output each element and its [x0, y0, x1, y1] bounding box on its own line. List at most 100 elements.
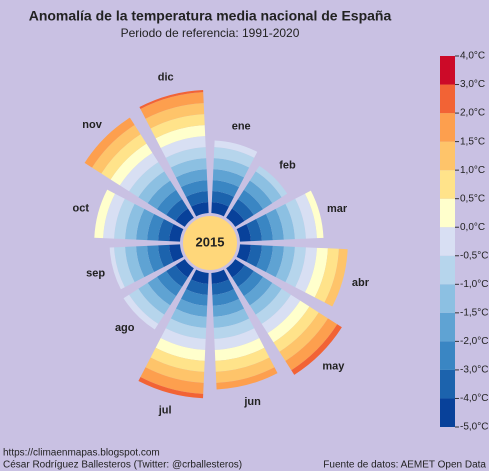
wedge-band: [155, 125, 206, 149]
wedge-band: [166, 265, 188, 287]
wedge-band: [212, 289, 240, 306]
wedge-band: [165, 318, 207, 339]
wedge-band: [145, 103, 205, 129]
wedge-band: [246, 219, 262, 242]
wedge-band: [156, 189, 183, 216]
wedge-band: [291, 324, 342, 375]
wedge-band: [169, 224, 184, 242]
wedge-band: [140, 92, 204, 119]
wedge-band: [232, 265, 254, 287]
month-label: abr: [352, 277, 370, 289]
wedge-band: [211, 279, 234, 295]
wedge-band: [232, 199, 254, 221]
wedge-band: [267, 300, 310, 343]
colorbar-band: [440, 284, 455, 313]
wedge-band: [175, 259, 194, 278]
wedge-band: [215, 357, 275, 383]
wedge-band: [175, 169, 208, 188]
wedge-band: [212, 180, 240, 197]
wedge-band: [213, 308, 250, 328]
colorbar-band: [440, 113, 455, 142]
colorbar-band: [440, 227, 455, 256]
wedge-band: [304, 247, 328, 298]
wedge-band: [211, 202, 229, 217]
month-wedge: [211, 140, 258, 217]
colorbar-label: 0,0°C: [460, 222, 485, 233]
wedge-band: [150, 114, 205, 139]
wedge-band: [136, 208, 155, 241]
wedge-band: [265, 245, 284, 278]
wedge-band: [155, 337, 206, 361]
month-wedge: [226, 165, 288, 227]
wedge-band: [119, 152, 159, 192]
colorbar-band: [440, 84, 455, 114]
colorbar-band: [440, 255, 455, 285]
wedge-band: [226, 208, 245, 227]
wedge-band: [214, 328, 260, 350]
month-wedge: [236, 244, 348, 307]
wedge-band: [214, 337, 265, 361]
month-label: jun: [243, 396, 261, 408]
wedge-band: [256, 213, 273, 241]
wedge-band: [170, 308, 207, 328]
wedge-band: [109, 247, 125, 290]
wedge-band: [285, 318, 338, 371]
colorbar-label: -1,0°C: [460, 279, 488, 290]
month-wedge: [211, 269, 278, 390]
month-label: jul: [158, 404, 172, 416]
colorbar-band: [440, 312, 455, 342]
wedge-band: [295, 193, 317, 239]
wedge-band: [256, 245, 273, 273]
month-label: may: [322, 360, 345, 372]
wedge-band: [285, 198, 306, 240]
wedge-band: [158, 244, 174, 267]
wedge-band: [211, 269, 229, 284]
colorbar-label: -0,5°C: [460, 250, 488, 261]
wedge-band: [255, 165, 288, 198]
wedge-band: [215, 347, 270, 372]
wedge-band: [147, 276, 177, 306]
wedge-band: [279, 312, 328, 361]
source: César Rodríguez Ballesteros (Twitter: @c…: [3, 460, 242, 471]
wedge-band: [129, 162, 165, 198]
colorbar-label: 1,0°C: [460, 165, 485, 176]
colorbar-label: 1,5°C: [460, 136, 485, 147]
wedge-band: [186, 191, 209, 207]
month-label: feb: [279, 159, 296, 171]
center-circle: [183, 216, 237, 270]
wedge-band: [140, 367, 204, 394]
month-wedge: [139, 89, 209, 217]
wedge-band: [125, 203, 145, 240]
wedge-band: [94, 189, 116, 239]
wedge-band: [147, 245, 164, 273]
wedge-band: [273, 306, 319, 352]
wedge-band: [237, 189, 264, 216]
wedge-band: [314, 248, 339, 303]
wedge-band: [158, 219, 174, 242]
wedge-band: [170, 158, 207, 178]
wedge-band: [150, 347, 205, 372]
wedge-band: [211, 191, 234, 207]
wedge-band: [324, 248, 348, 307]
wedge-band: [214, 140, 258, 158]
wedge-band: [304, 190, 324, 239]
wedge-band: [237, 270, 264, 297]
wedge-band: [136, 245, 155, 278]
wedge-band: [236, 224, 251, 242]
colorbar-band: [440, 198, 455, 228]
wedge-band: [243, 276, 273, 306]
wedge-band: [114, 246, 135, 288]
wedge-band: [226, 259, 245, 278]
wedge-band: [295, 247, 317, 293]
colorbar-band: [440, 369, 455, 399]
chart-title: Anomalía de la temperatura media naciona…: [29, 8, 392, 24]
colorbar-label: 2,0°C: [460, 108, 485, 119]
wedge-band: [186, 279, 209, 295]
wedge-band: [147, 180, 177, 210]
wedge-band: [156, 270, 183, 297]
colorbar-label: -4,0°C: [460, 393, 488, 404]
wedge-band: [191, 269, 209, 284]
wedge-band: [166, 199, 188, 221]
colorbar-band: [440, 341, 455, 370]
colorbar-band: [440, 141, 455, 171]
